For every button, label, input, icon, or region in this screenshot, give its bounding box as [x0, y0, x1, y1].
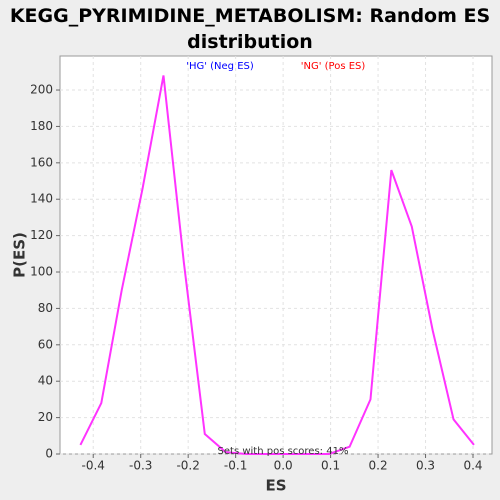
y-tick-label: 60 — [38, 337, 53, 351]
x-tick-label: -0.4 — [82, 459, 105, 473]
x-tick-label: 0.1 — [321, 459, 340, 473]
annotation: 'HG' (Neg ES) — [186, 61, 254, 72]
y-tick-label: 80 — [38, 301, 53, 315]
x-tick-label: -0.2 — [176, 459, 199, 473]
y-tick-label: 180 — [30, 119, 53, 133]
y-tick-label: 40 — [38, 374, 53, 388]
x-tick-label: 0.4 — [463, 459, 482, 473]
x-tick-label: -0.3 — [129, 459, 152, 473]
chart-title: KEGG_PYRIMIDINE_METABOLISM: Random ES di… — [9, 5, 491, 53]
x-tick-label: -0.1 — [224, 459, 247, 473]
x-tick-label: 0.3 — [416, 459, 435, 473]
y-axis-label: P(ES) — [11, 232, 29, 278]
y-tick-label: 160 — [30, 155, 53, 169]
y-tick-label: 140 — [30, 192, 53, 206]
y-tick-label: 100 — [30, 265, 53, 279]
y-tick-label: 120 — [30, 228, 53, 242]
plot-area — [59, 55, 493, 455]
x-tick-label: 0.0 — [274, 459, 293, 473]
y-tick-label: 200 — [30, 83, 53, 97]
annotation: 'NG' (Pos ES) — [301, 61, 366, 72]
data-line — [79, 75, 475, 455]
annotation: Sets with pos scores: 41% — [218, 446, 349, 457]
y-tick-label: 20 — [38, 410, 53, 424]
y-tick-label: 0 — [45, 447, 53, 461]
x-axis-label: ES — [265, 477, 286, 495]
x-tick-label: 0.2 — [369, 459, 388, 473]
